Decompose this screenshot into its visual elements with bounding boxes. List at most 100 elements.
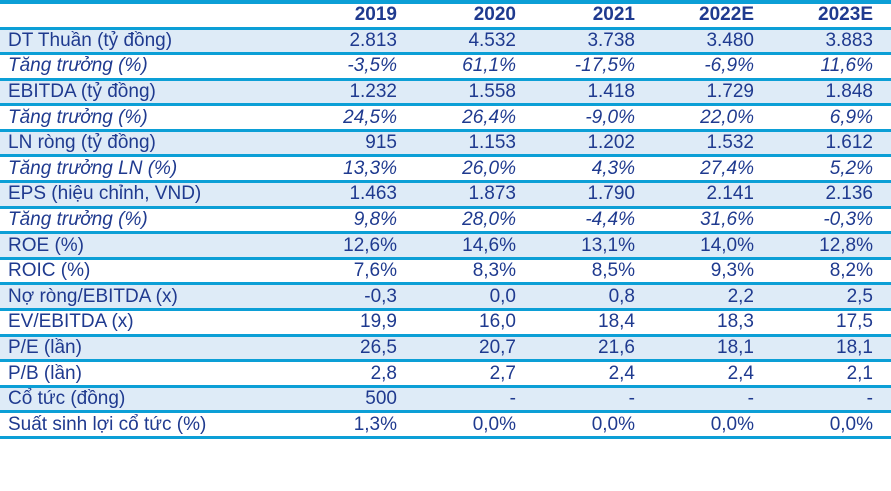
cell-value: - bbox=[866, 388, 873, 410]
cell-value: 1.612 bbox=[825, 132, 873, 154]
cell-value: 12,8% bbox=[819, 234, 873, 256]
row-label: Nợ ròng/EBITDA (x) bbox=[8, 285, 178, 307]
cell-value: 2,4 bbox=[727, 362, 754, 384]
year-header: 2019 bbox=[354, 4, 397, 26]
cell-value: 27,4% bbox=[700, 157, 754, 179]
cell-value: 1,3% bbox=[353, 413, 397, 435]
table-row: Tăng trưởng (%) 24,5% 26,4% -9,0% 22,0% 6,9% bbox=[0, 105, 891, 131]
cell-value: 4.532 bbox=[468, 29, 516, 51]
cell-value: 19,9 bbox=[360, 311, 397, 333]
cell-value: 0,0% bbox=[829, 413, 873, 435]
cell-value: 915 bbox=[365, 132, 397, 154]
table-row: LN ròng (tỷ đồng) 915 1.153 1.202 1.532 1.612 bbox=[0, 130, 891, 156]
cell-value: 24,5% bbox=[343, 106, 397, 128]
table-row: P/B (lần) 2,8 2,7 2,4 2,4 2,1 bbox=[0, 361, 891, 387]
row-label: EV/EBITDA (x) bbox=[8, 311, 134, 333]
cell-value: 8,5% bbox=[591, 260, 635, 282]
cell-value: 11,6% bbox=[820, 55, 873, 77]
cell-value: 12,6% bbox=[343, 234, 397, 256]
cell-value: 1.202 bbox=[587, 132, 635, 154]
cell-value: 7,6% bbox=[353, 260, 397, 282]
cell-value: -6,9% bbox=[704, 55, 754, 77]
cell-value: 500 bbox=[365, 388, 397, 410]
cell-value: 8,2% bbox=[829, 260, 873, 282]
table-row: DT Thuần (tỷ đồng) 2.813 4.532 3.738 3.480 3.… bbox=[0, 28, 891, 54]
cell-value: 61,1% bbox=[462, 55, 516, 77]
table-row: Tăng trưởng LN (%) 13,3% 26,0% 4,3% 27,4% 5,2… bbox=[0, 156, 891, 182]
cell-value: -0,3 bbox=[364, 285, 397, 307]
row-label: Tăng trưởng LN (%) bbox=[8, 157, 178, 179]
cell-value: 20,7 bbox=[479, 336, 516, 358]
cell-value: 0,0% bbox=[591, 413, 635, 435]
year-header: 2021 bbox=[592, 4, 635, 26]
table-row: Nợ ròng/EBITDA (x) -0,3 0,0 0,8 2,2 2,5 bbox=[0, 283, 891, 310]
cell-value: 18,3 bbox=[717, 311, 754, 333]
cell-value: 9,8% bbox=[353, 208, 397, 230]
row-label: Tăng trưởng (%) bbox=[8, 208, 148, 230]
table-row: EPS (hiệu chỉnh, VND) 1.463 1.873 1.790 2.14… bbox=[0, 181, 891, 208]
cell-value: 14,0% bbox=[700, 234, 754, 256]
table-row: Tăng trưởng (%) -3,5% 61,1% -17,5% -6,9% 11,6… bbox=[0, 54, 891, 80]
row-label: Tăng trưởng (%) bbox=[8, 106, 148, 128]
cell-value: 0,0% bbox=[472, 413, 516, 435]
table-body: DT Thuần (tỷ đồng) 2.813 4.532 3.738 3.480 3.… bbox=[0, 28, 891, 438]
cell-value: 18,4 bbox=[598, 311, 635, 333]
cell-value: 6,9% bbox=[829, 106, 873, 128]
cell-value: 18,1 bbox=[836, 336, 873, 358]
cell-value: 1.873 bbox=[468, 183, 516, 205]
year-header: 2023E bbox=[818, 4, 873, 26]
cell-value: -17,5% bbox=[574, 55, 635, 77]
cell-value: 2.813 bbox=[349, 29, 397, 51]
cell-value: 28,0% bbox=[462, 208, 516, 230]
cell-value: 8,3% bbox=[472, 260, 516, 282]
year-header: 2020 bbox=[473, 4, 516, 26]
cell-value: 16,0 bbox=[479, 311, 516, 333]
year-header: 2022E bbox=[699, 4, 754, 26]
cell-value: - bbox=[628, 388, 635, 410]
cell-value: 18,1 bbox=[717, 336, 754, 358]
cell-value: 1.463 bbox=[349, 183, 397, 205]
header-row: 2019 2020 2021 2022E 2023E bbox=[0, 2, 891, 28]
row-label: LN ròng (tỷ đồng) bbox=[8, 132, 156, 154]
table-row: ROIC (%) 7,6% 8,3% 8,5% 9,3% 8,2% bbox=[0, 258, 891, 284]
financial-summary-table: 2019 2020 2021 2022E 2023E DT Thuần (tỷ đồng… bbox=[0, 2, 891, 438]
cell-value: 3.480 bbox=[706, 29, 754, 51]
table-row: ROE (%) 12,6% 14,6% 13,1% 14,0% 12,8% bbox=[0, 232, 891, 259]
cell-value: 1.790 bbox=[587, 183, 635, 205]
table-row: Tăng trưởng (%) 9,8% 28,0% -4,4% 31,6% -0,3% bbox=[0, 207, 891, 233]
cell-value: 22,0% bbox=[700, 106, 754, 128]
cell-value: 13,1% bbox=[581, 234, 635, 256]
cell-value: 0,0 bbox=[489, 285, 516, 307]
row-label: Cổ tức (đồng) bbox=[8, 388, 126, 410]
table-row: EBITDA (tỷ đồng) 1.232 1.558 1.418 1.729 1.84… bbox=[0, 79, 891, 105]
cell-value: 1.153 bbox=[468, 132, 516, 154]
cell-value: 1.532 bbox=[706, 132, 754, 154]
cell-value: 4,3% bbox=[591, 157, 635, 179]
cell-value: 17,5 bbox=[836, 311, 873, 333]
cell-value: 2.136 bbox=[825, 183, 873, 205]
cell-value: 2,7 bbox=[489, 362, 516, 384]
row-label: P/B (lần) bbox=[8, 362, 82, 384]
cell-value: -3,5% bbox=[347, 55, 397, 77]
cell-value: 21,6 bbox=[598, 336, 635, 358]
cell-value: 13,3% bbox=[343, 157, 397, 179]
cell-value: 2,8 bbox=[370, 362, 397, 384]
cell-value: -4,4% bbox=[585, 208, 635, 230]
cell-value: 9,3% bbox=[710, 260, 754, 282]
cell-value: - bbox=[747, 388, 754, 410]
cell-value: 0,0% bbox=[710, 413, 754, 435]
cell-value: 2,4 bbox=[608, 362, 635, 384]
cell-value: -0,3% bbox=[823, 208, 873, 230]
row-label: P/E (lần) bbox=[8, 336, 82, 358]
cell-value: 1.232 bbox=[349, 80, 397, 102]
cell-value: - bbox=[509, 388, 516, 410]
cell-value: 3.883 bbox=[825, 29, 873, 51]
cell-value: 0,8 bbox=[608, 285, 635, 307]
table-row: Suất sinh lợi cổ tức (%) 1,3% 0,0% 0,0% 0,0%… bbox=[0, 412, 891, 438]
cell-value: -9,0% bbox=[585, 106, 635, 128]
row-label: DT Thuần (tỷ đồng) bbox=[8, 29, 173, 51]
cell-value: 2,5 bbox=[846, 285, 873, 307]
table-row: EV/EBITDA (x) 19,9 16,0 18,4 18,3 17,5 bbox=[0, 310, 891, 336]
cell-value: 26,5 bbox=[360, 336, 397, 358]
row-label: EPS (hiệu chỉnh, VND) bbox=[8, 183, 202, 205]
